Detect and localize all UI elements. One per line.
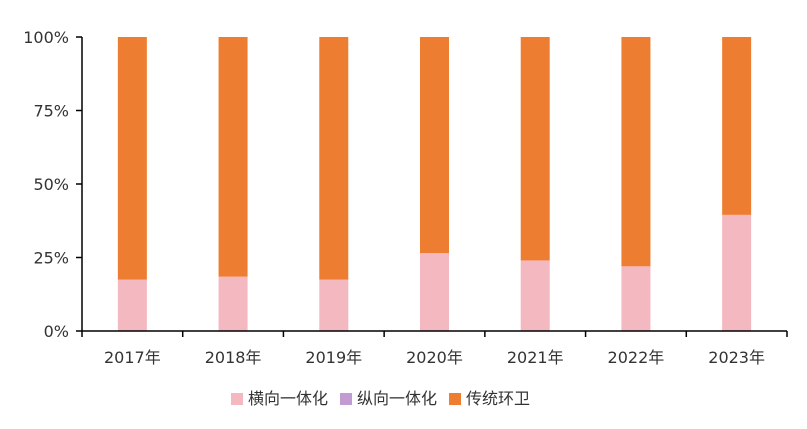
legend-label: 横向一体化 [248,389,328,408]
x-tick-label: 2023年 [708,348,765,367]
x-tick-label: 2018年 [205,348,262,367]
bar-segment [420,37,449,254]
y-axis: 0% 25% 50% 75% 100% [23,28,69,341]
legend-swatch [231,393,243,405]
x-tick-label: 2019年 [305,348,362,367]
bar-segment [420,253,449,331]
bar-segment [319,279,349,331]
legend-label: 纵向一体化 [357,389,437,408]
y-tick-label: 50% [33,175,69,194]
bar-segment [520,37,550,261]
legend: 横向一体化 纵向一体化 传统环卫 [231,389,530,408]
bar-segment [218,37,248,277]
bar-segment [117,279,147,331]
legend-item: 传统环卫 [449,389,530,408]
x-tick-label: 2022年 [608,348,665,367]
x-tick-label: 2021年 [507,348,564,367]
bar-segment [722,214,752,331]
legend-item: 纵向一体化 [340,389,437,408]
x-axis: 2017年 2018年 2019年 2020年 2021年 2022年 2023年 [104,348,765,367]
legend-swatch [449,393,462,405]
x-tick-label: 2020年 [406,348,463,367]
bar-segment [319,37,349,280]
legend-swatch [340,393,353,405]
bar-segment [621,266,651,331]
y-tick-label: 0% [44,322,69,341]
y-tick-label: 25% [33,249,69,268]
x-tick-label: 2017年 [104,348,161,367]
y-tick-label: 100% [23,28,69,47]
bar-segment [722,37,752,215]
axes [76,36,788,337]
bar-segment [117,37,147,280]
bar-segment [218,276,248,331]
y-tick-label: 75% [33,102,69,121]
bars [117,37,752,331]
legend-label: 传统环卫 [466,389,530,408]
bar-segment [621,37,651,267]
legend-item: 横向一体化 [231,389,328,408]
bar-segment [520,260,550,331]
